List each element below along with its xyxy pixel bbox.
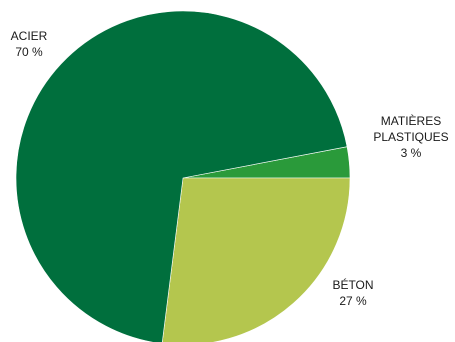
- pie-labels: ACIER 70 % MATIÈRES PLASTIQUES 3 % BÉTON 27 %: [11, 29, 449, 308]
- slice-name-text: PLASTIQUES: [373, 130, 448, 144]
- slice-value-text: 27 %: [339, 294, 367, 308]
- slice-name-text: MATIÈRES: [381, 113, 441, 128]
- pie-slice-acier: [15, 10, 348, 342]
- slice-name-text: BÉTON: [332, 277, 373, 292]
- slice-label-matieres-plastiques: MATIÈRES PLASTIQUES 3 %: [373, 113, 448, 160]
- slice-name-text: ACIER: [11, 29, 48, 43]
- slice-value-text: 70 %: [15, 45, 43, 59]
- slice-label-beton: BÉTON 27 %: [332, 277, 373, 308]
- slice-value-text: 3 %: [401, 146, 422, 160]
- pie-slices: [15, 10, 351, 342]
- slice-label-acier: ACIER 70 %: [11, 29, 48, 59]
- pie-slice-beton: [161, 177, 351, 342]
